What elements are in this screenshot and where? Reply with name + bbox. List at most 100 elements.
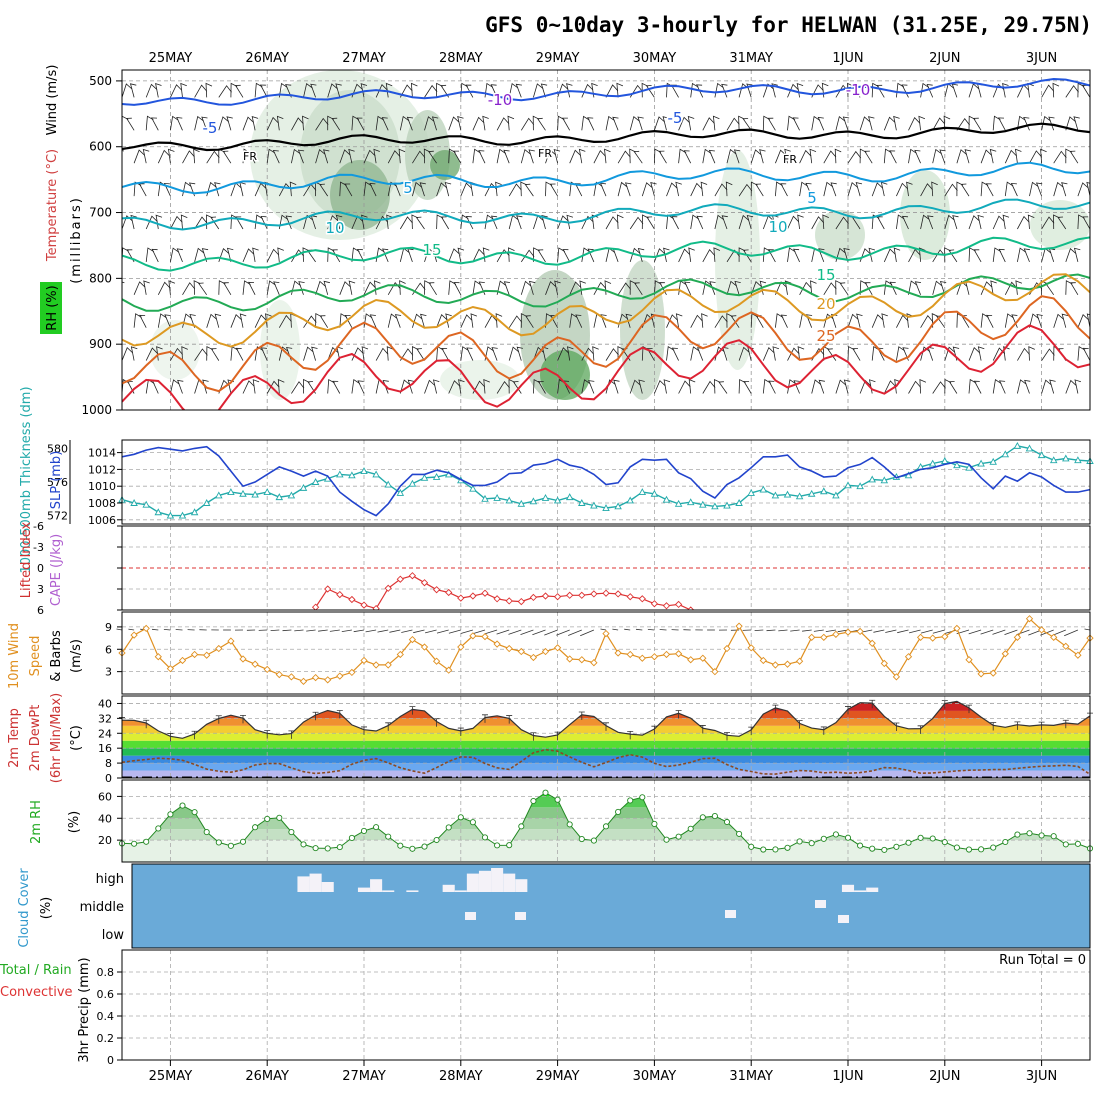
temp-minmax-bar — [215, 715, 222, 724]
lifted-index-point — [396, 575, 404, 583]
wind10-point — [372, 661, 380, 669]
upper-wind-barb — [205, 82, 213, 98]
upper-wind-barb — [495, 313, 503, 328]
upper-wind-barb — [507, 115, 515, 131]
upper-wind-barb — [1036, 313, 1043, 328]
upper-wind-barb — [902, 347, 909, 361]
upper-wind-barb — [714, 315, 728, 328]
temp-ytick-label: 16 — [98, 742, 112, 755]
upper-wind-barb — [331, 249, 341, 263]
upper-wind-barb — [654, 148, 662, 164]
upper-wind-barb — [1049, 379, 1056, 394]
upper-wind-barb — [490, 84, 498, 98]
upper-wind-barb — [617, 181, 628, 197]
upper-ytick-label: 900 — [89, 337, 112, 351]
lifted-index-point — [432, 586, 441, 594]
upper-wind-barb — [230, 314, 242, 328]
upper-wind-barb — [566, 346, 574, 361]
upper-wind-barb — [733, 149, 741, 164]
temp-minmax-bar — [675, 710, 682, 719]
upper-wind-barb — [775, 149, 787, 164]
upper-wind-barb — [742, 249, 752, 263]
temp-band-0 — [122, 770, 1090, 778]
wind10-barb — [520, 629, 534, 635]
upper-wind-barb — [702, 249, 716, 263]
upper-wind-barb — [566, 83, 573, 98]
upper-wind-barb — [944, 214, 955, 230]
upper-wind-barb — [992, 215, 1005, 230]
temp-ylabel-3: (6hr Min/Max) — [49, 693, 64, 783]
thickness-point — [820, 487, 828, 495]
upper-wind-barb — [688, 378, 696, 394]
upper-wind-barb — [629, 148, 636, 164]
rh-point — [252, 824, 259, 831]
upper-wind-barb — [980, 313, 989, 328]
upper-wind-barb — [537, 249, 546, 263]
upper-wind-barb — [750, 181, 758, 197]
upper-wind-barb — [155, 83, 162, 98]
thickness-point — [384, 480, 392, 488]
upper-wind-barb — [1074, 379, 1082, 394]
thickness-point — [590, 501, 598, 509]
wind10-point — [445, 666, 453, 674]
upper-wind-barb — [1086, 313, 1090, 328]
temp-minmax-bar — [385, 722, 392, 731]
upper-wind-barb — [545, 281, 557, 295]
rh-point — [1050, 833, 1057, 840]
upper-wind-barb — [419, 182, 426, 197]
upper-wind-barb — [810, 280, 817, 295]
slp-ytick-label: 1006 — [88, 514, 116, 527]
temp-ytick-label: 24 — [98, 727, 112, 740]
upper-wind-barb — [460, 214, 469, 230]
date-label-top: 1JUN — [832, 51, 863, 66]
cape-ytick-label: -6 — [33, 520, 44, 533]
upper-wind-barb — [460, 182, 473, 197]
upper-wind-barb — [868, 247, 876, 262]
upper-wind-barb — [964, 149, 971, 164]
upper-wind-barb — [771, 83, 778, 98]
upper-wind-barb — [799, 149, 812, 164]
upper-wind-barb — [348, 148, 355, 164]
upper-wind-barb — [503, 281, 511, 295]
upper-wind-barb — [533, 83, 544, 98]
upper-wind-barb — [746, 214, 754, 230]
upper-wind-barb — [278, 82, 288, 98]
cloud-mid-cell — [515, 912, 526, 920]
upper-wind-barb — [616, 82, 624, 98]
wind10-point — [759, 656, 767, 665]
upper-wind-barb — [811, 379, 822, 394]
upper-wind-barb — [859, 148, 867, 164]
upper-wind-barb — [423, 148, 431, 164]
upper-wind-barb — [170, 379, 180, 394]
upper-wind-barb — [973, 380, 982, 394]
upper-wind-barb — [285, 215, 292, 230]
upper-wind-barb — [432, 379, 440, 394]
cloud-ylabel: Cloud Cover — [17, 868, 32, 948]
wind10-barb — [353, 629, 365, 633]
wind10-point — [432, 657, 441, 665]
upper-wind-barb — [793, 248, 800, 263]
upper-wind-barb — [130, 346, 138, 361]
upper-wind-barb — [1023, 248, 1030, 263]
upper-wind-barb — [743, 381, 752, 394]
upper-wind-barb — [170, 215, 183, 230]
upper-wind-barb — [1061, 182, 1068, 197]
upper-wind-barb — [157, 149, 170, 164]
upper-wind-barb — [908, 380, 922, 394]
wind10-point — [844, 628, 852, 636]
upper-wind-barb — [266, 116, 279, 131]
upper-wind-barb — [291, 249, 305, 263]
lifted-index-point — [626, 593, 634, 601]
upper-wind-barb — [613, 379, 620, 394]
cloud-high-cell — [841, 884, 855, 892]
wind10-point — [348, 668, 356, 677]
rh-point — [167, 811, 174, 818]
rh-point — [663, 836, 670, 843]
wind10-barb — [496, 629, 510, 635]
upper-wind-barb — [645, 85, 655, 98]
upper-wind-barb — [986, 314, 994, 328]
upper-wind-barb — [303, 83, 313, 98]
upper-wind-barb — [460, 346, 469, 361]
wind10-barb — [909, 629, 921, 634]
thickness-point — [735, 499, 743, 506]
